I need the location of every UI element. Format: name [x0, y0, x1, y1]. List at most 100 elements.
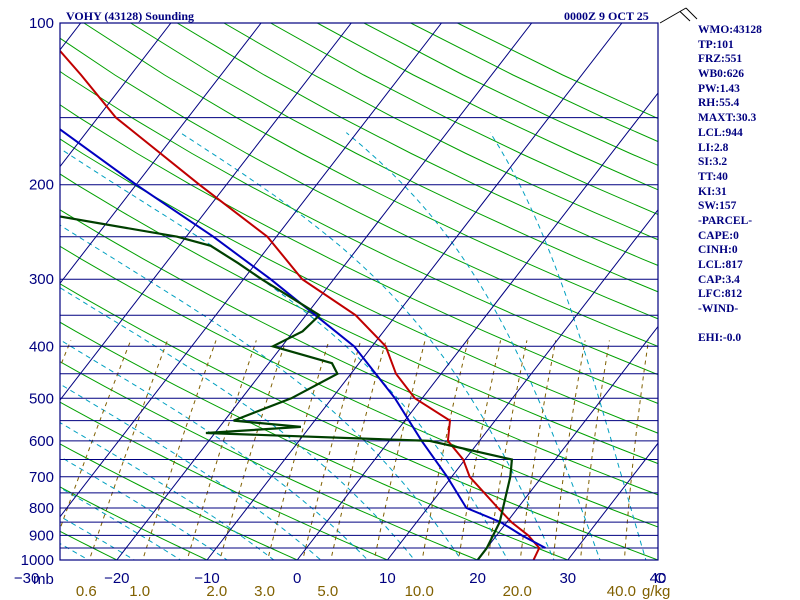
isotherm	[60, 23, 262, 285]
index-item: EHI:-0.0	[698, 332, 742, 345]
pressure-label: 400	[29, 338, 54, 355]
pressure-label: 500	[29, 390, 54, 407]
dewpoint-profile	[60, 215, 514, 560]
dry-adiabat	[83, 23, 658, 320]
pressure-label: 200	[29, 177, 54, 194]
moist-adiabat	[60, 224, 462, 560]
mixing-ratio-line	[623, 340, 649, 560]
mixing-ratio-line	[519, 340, 557, 560]
pressure-label: 800	[29, 500, 54, 517]
mixing-ratio-lines	[0, 340, 649, 571]
isotherm	[477, 325, 658, 560]
moist-adiabat	[179, 132, 555, 560]
index-item: MAXT:30.3	[698, 112, 757, 125]
index-item: CAPE:0	[698, 229, 739, 242]
isotherm	[296, 92, 658, 560]
index-item: LFC:812	[698, 288, 743, 301]
temperature-profile	[60, 49, 541, 560]
dry-adiabat	[60, 361, 479, 560]
isotherm	[567, 442, 658, 560]
isotherm	[60, 23, 442, 518]
station-title: VOHY (43128) Sounding	[66, 9, 194, 23]
index-item: PW:1.43	[698, 82, 740, 95]
index-item: LCL:817	[698, 259, 743, 271]
index-item	[698, 317, 762, 332]
mixing-ratio-label: 40.0	[607, 583, 636, 600]
dry-adiabat	[60, 245, 658, 528]
dry-adiabat	[60, 173, 658, 465]
index-item: CAP:3.4	[698, 273, 740, 286]
temperature-label: 20	[469, 570, 486, 587]
temperature-label: 30	[559, 570, 576, 587]
temperature-label: −20	[104, 570, 129, 587]
index-item: CINH:0	[698, 244, 738, 257]
dry-adiabat	[60, 70, 658, 376]
index-item: WMO:43128	[698, 24, 762, 36]
pressure-unit: mb	[33, 571, 54, 588]
temperature-label: C	[655, 570, 666, 587]
dry-adiabats	[0, 23, 658, 571]
temperature-label: −30	[14, 570, 39, 587]
mixing-ratio-label: 2.0	[206, 583, 227, 600]
mixing-ratio-label: 0.6	[76, 583, 97, 600]
mixing-ratio-line	[457, 340, 502, 560]
plot-frame	[59, 22, 659, 561]
moist-adiabat	[345, 132, 601, 560]
temperature-label: 40	[650, 570, 667, 587]
moist-adiabat	[60, 287, 416, 560]
pressure-label: 100	[29, 15, 54, 32]
mixing-ratio-line	[302, 340, 362, 560]
dry-adiabat	[60, 283, 658, 560]
moist-adiabat	[60, 422, 275, 560]
isotherm	[60, 23, 172, 168]
pressure-labels: 100 200 300 400 500 600 700 800 900 1000	[21, 15, 54, 569]
dry-adiabat	[60, 138, 658, 434]
index-item: TP:101	[698, 38, 734, 51]
isotherm	[116, 23, 533, 560]
isotherm	[387, 208, 658, 560]
index-item: WB0:626	[698, 68, 744, 81]
dry-adiabat	[60, 209, 658, 496]
dry-adiabat	[60, 321, 570, 560]
pressure-label: 300	[29, 271, 54, 288]
dry-adiabat	[176, 23, 658, 266]
mixing-ratio-label: 1.0	[129, 583, 150, 600]
temperature-label: 10	[379, 570, 396, 587]
sounding-time: 0000Z 9 OCT 25	[564, 9, 649, 23]
mixing-ratio-line	[579, 340, 610, 560]
dry-adiabat	[60, 443, 299, 560]
pressure-label: 1000	[21, 552, 54, 569]
index-item: LI:2.8	[698, 141, 729, 154]
pressure-label: 600	[29, 433, 54, 450]
isotherm	[206, 23, 623, 560]
moist-adiabat	[60, 339, 369, 560]
sounding-indices: WMO:43128 TP:101 FRZ:551 WB0:626 PW:1.43 RH:5…	[698, 23, 762, 346]
mixing-ratio-line	[552, 340, 586, 560]
temperature-label: 0	[293, 570, 301, 587]
index-item: SW:157	[698, 200, 737, 213]
wind-barb-top	[659, 7, 698, 24]
index-item: LCL:944	[698, 126, 743, 139]
moist-adiabat	[60, 383, 322, 560]
index-item: TT:40	[698, 170, 728, 183]
mixing-ratio-line	[0, 340, 15, 571]
dry-adiabat	[60, 530, 118, 560]
dry-adiabat	[0, 23, 49, 571]
mixing-ratio-line	[142, 340, 217, 560]
mixing-ratio-line	[373, 340, 426, 560]
index-item: KI:31	[698, 185, 727, 198]
index-item: -PARCEL-	[698, 214, 753, 227]
pressure-label: 900	[29, 527, 54, 544]
dry-adiabat	[60, 37, 658, 347]
index-item: -WIND-	[698, 303, 739, 316]
mixing-ratio-unit: g/kg	[642, 583, 670, 600]
pressure-label: 700	[29, 469, 54, 486]
isobars	[60, 23, 658, 560]
index-item: RH:55.4	[698, 97, 740, 110]
mixing-ratio-line	[267, 340, 330, 560]
mixing-ratio-labels: 0.10.20.61.02.03.05.010.020.040.0	[76, 583, 636, 600]
index-item: FRZ:551	[698, 53, 743, 66]
dry-adiabat	[60, 401, 389, 560]
